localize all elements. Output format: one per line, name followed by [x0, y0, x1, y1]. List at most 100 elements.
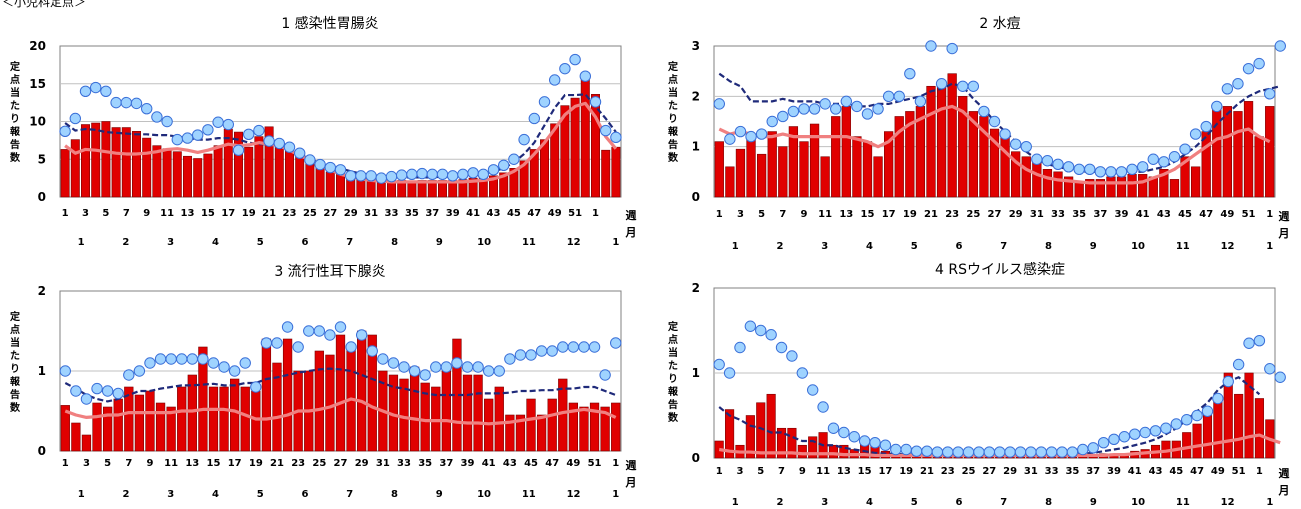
gastro-ylabel-char: た	[10, 100, 20, 112]
varicella-y-tick-label: 0	[692, 190, 700, 204]
gastro-y-tick-label: 10	[29, 115, 46, 129]
gastro-month-tick: 12	[567, 237, 581, 248]
varicella-dot	[755, 128, 768, 140]
rsv-week-tick: 31	[1024, 466, 1038, 477]
gastro-bar	[183, 155, 192, 198]
varicella-month-unit: 月	[1278, 227, 1290, 240]
mumps-week-tick: 43	[503, 458, 517, 469]
varicella-bar	[1074, 181, 1084, 198]
mumps-week-tick: 21	[270, 458, 284, 469]
varicella-dot	[840, 95, 853, 108]
rsv-dot	[734, 341, 746, 354]
varicella-dot	[1264, 88, 1276, 100]
varicella-dot	[861, 108, 874, 120]
gastro-week-tick: 29	[344, 208, 358, 219]
gastro-title: 1 感染性胃腸炎	[281, 15, 378, 32]
rsv-week-tick: 17	[878, 466, 892, 477]
mumps-dot	[461, 361, 474, 373]
rsv-week-tick: 15	[858, 466, 872, 477]
gastro-bar	[325, 171, 335, 198]
gastro-bar	[111, 127, 121, 198]
varicella-week-tick: 49	[1220, 209, 1234, 220]
varicella-dot	[777, 110, 789, 123]
rsv-dot	[1139, 426, 1151, 439]
gastro-bar	[274, 143, 284, 198]
rsv-month-tick: 7	[1000, 497, 1007, 508]
mumps-dot	[80, 393, 93, 405]
gastro-dot	[589, 96, 602, 108]
mumps-bar	[335, 334, 346, 452]
gastro-bar	[540, 139, 549, 198]
mumps-month-tick: 5	[257, 489, 264, 500]
gastro-dot	[396, 169, 408, 181]
varicella-bar	[1021, 156, 1031, 198]
gastro-dot	[426, 168, 438, 181]
mumps-bar	[134, 394, 145, 452]
gastro-dot	[528, 112, 540, 125]
gastro-bar	[101, 121, 111, 198]
rsv-dot	[827, 422, 840, 434]
mumps-bar	[60, 405, 70, 452]
rsv-dot	[900, 443, 912, 456]
varicella-week-tick: 1	[716, 209, 723, 220]
mumps-dot	[377, 353, 389, 365]
gastro-dot	[559, 62, 571, 75]
varicella-dot	[1126, 163, 1138, 176]
mumps-dot	[324, 329, 336, 341]
varicella-week-tick: 11	[818, 209, 832, 220]
mumps-dot	[101, 385, 114, 397]
gastro-dot	[202, 124, 214, 136]
varicella-dot	[935, 78, 948, 90]
gastro-ylabel-char: 報	[10, 125, 21, 138]
varicella-ylabel-char: り	[668, 113, 678, 125]
mumps-dot	[123, 369, 135, 381]
gastro-month-tick: 1	[612, 237, 619, 248]
mumps-dot	[334, 321, 347, 333]
rsv-dot	[1212, 392, 1224, 405]
rsv-week-tick: 23	[941, 466, 955, 477]
gastro-bar	[295, 155, 305, 198]
rsv-week-tick: 7	[778, 466, 785, 477]
mumps-week-tick: 27	[334, 458, 348, 469]
rsv-ylabel-char: 点	[668, 333, 678, 346]
varicella-dot	[925, 40, 937, 52]
varicella-dot	[713, 98, 725, 110]
rsv-month-tick: 10	[1131, 497, 1145, 508]
varicella-week-tick: 13	[839, 209, 853, 220]
varicella-week-tick: 15	[861, 209, 875, 220]
mumps-dot	[557, 341, 569, 353]
varicella-month-tick: 5	[911, 241, 918, 252]
rsv-ylabel-char: た	[668, 360, 678, 372]
mumps-week-tick: 23	[291, 458, 305, 469]
gastro-month-tick: 9	[436, 237, 443, 248]
mumps-dot	[504, 353, 516, 365]
gastro-dot	[79, 85, 92, 98]
gastro-bar	[234, 131, 243, 198]
rsv-bar	[776, 427, 787, 459]
gastro-dot	[487, 164, 500, 176]
gastro-bar	[213, 145, 223, 198]
varicella-bar	[1169, 179, 1180, 198]
rsv-dot	[1264, 363, 1276, 375]
rsv-dot	[1056, 446, 1068, 458]
rsv-dot	[1014, 446, 1027, 458]
varicella-month-tick: 1	[732, 241, 739, 252]
gastro-bar	[193, 158, 203, 198]
gastro-dot	[243, 128, 255, 141]
varicella-week-unit: 週	[1279, 209, 1290, 223]
gastro-dot	[467, 167, 479, 179]
varicella-dot	[988, 115, 1001, 128]
rsv-dot	[744, 320, 757, 332]
gastro-dot	[171, 133, 184, 146]
mumps-dot	[451, 357, 463, 369]
rsv-month-tick: 12	[1221, 497, 1235, 508]
varicella-week-tick: 27	[988, 209, 1002, 220]
gastro-week-tick: 19	[242, 208, 256, 219]
gastro-month-tick: 8	[391, 237, 398, 248]
varicella-dot	[1221, 83, 1234, 95]
mumps-week-tick: 17	[228, 458, 242, 469]
rsv-title: 4 RSウイルス感染症	[935, 261, 1065, 278]
varicella-month-tick: 6	[956, 241, 963, 252]
rsv-dot	[786, 350, 798, 362]
